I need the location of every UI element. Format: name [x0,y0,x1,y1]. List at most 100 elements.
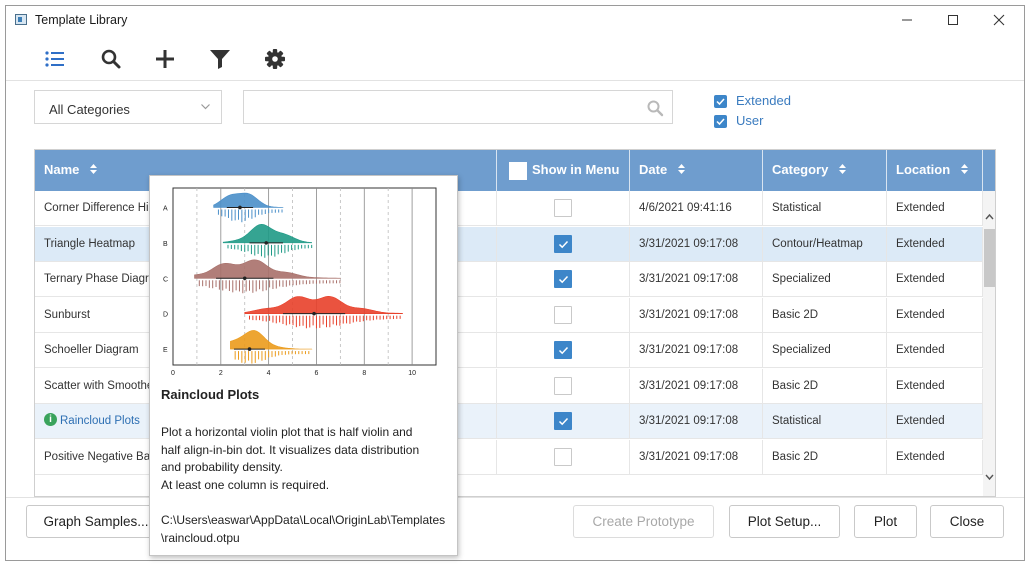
show-in-menu-checkbox[interactable] [554,305,572,324]
plot-button[interactable]: Plot [854,505,917,538]
close-button[interactable]: Close [930,505,1004,538]
column-header-category[interactable]: Category [763,150,887,191]
x-tick-label: 10 [408,370,416,377]
median-dot [238,205,242,210]
column-header-label: Name [44,162,80,177]
plot-setup-button[interactable]: Plot Setup... [729,505,840,538]
show-in-menu-checkbox[interactable] [554,447,572,466]
category-cell: Statistical [763,404,887,438]
show-in-menu-cell [497,333,630,367]
category-label: A [163,205,168,212]
category-label: C [163,276,168,283]
median-dot [242,276,247,281]
category-cell: Specialized [763,333,887,367]
column-header-label: Show in Menu [532,162,620,177]
date-cell: 3/31/2021 09:17:08 [630,297,763,332]
x-tick-label: 4 [267,370,271,377]
info-icon: i [44,413,57,427]
show-in-menu-checkbox[interactable] [554,341,572,359]
location-cell: Extended [887,226,983,261]
category-label: D [163,312,168,319]
scroll-up-icon[interactable] [985,209,994,223]
table-scrollbar[interactable] [983,191,995,496]
date-cell: 3/31/2021 09:17:08 [630,404,763,438]
footer-divider [6,497,1024,498]
category-cell: Specialized [763,262,887,296]
column-header-label: Category [772,162,829,177]
location-cell: Extended [887,368,983,403]
gear-icon[interactable] [262,46,288,72]
show-in-menu-cell [497,297,630,332]
table-row[interactable]: Ternary Phase Diagram 3/31/2021 09:17:08 S… [35,262,983,297]
graph-samples-button[interactable]: Graph Samples... [26,505,166,538]
violin-shape [230,330,313,350]
date-cell: 4/6/2021 09:41:16 [630,191,763,225]
show-in-menu-cell [497,439,630,474]
tooltip-description: Plot a horizontal violin plot that is ha… [161,425,420,492]
plus-icon[interactable] [152,46,178,72]
column-header-label: Location [896,162,951,177]
category-label: E [163,347,168,354]
category-cell: Basic 2D [763,439,887,474]
location-cell: Extended [887,404,983,438]
show-in-menu-checkbox[interactable] [554,234,572,253]
tooltip-file-path: C:\Users\easwar\AppData\Local\OriginLab\… [161,513,446,545]
close-icon[interactable] [976,6,1022,34]
show-in-menu-checkbox[interactable] [554,199,572,217]
raincloud-preview-image: A B C D E 0 2 4 6 8 10 [163,187,437,377]
sort-icon [838,151,847,191]
maximize-icon[interactable] [930,6,976,34]
user-checkbox[interactable] [714,115,727,128]
search-icon[interactable] [98,46,124,72]
chevron-down-icon [200,101,211,115]
tooltip-title: Raincloud Plots [161,387,260,402]
list-icon[interactable] [42,46,68,72]
show-in-menu-checkbox[interactable] [554,412,572,430]
name-cell: Schoeller Diagram [35,333,497,367]
violin-shape [213,192,284,208]
column-header-name[interactable]: Name [35,150,497,191]
show-in-menu-checkbox[interactable] [554,270,572,288]
category-cell: Basic 2D [763,368,887,403]
table-row[interactable]: Positive Negative Bar 3/31/2021 09:17:08 B… [35,439,983,475]
location-cell: Extended [887,191,983,225]
search-input[interactable] [250,96,634,120]
column-header-show-in-menu[interactable]: Show in Menu [497,150,630,191]
show-in-menu-checkbox[interactable] [554,376,572,395]
category-label: B [163,241,168,248]
app-icon [15,14,27,25]
category-dropdown-value: All Categories [49,102,130,117]
column-header-date[interactable]: Date [630,150,763,191]
minimize-icon[interactable] [884,6,930,34]
table-row[interactable]: Schoeller Diagram 3/31/2021 09:17:08 Speci… [35,333,983,368]
show-in-menu-cell [497,404,630,438]
extended-label[interactable]: Extended [736,93,791,108]
user-label[interactable]: User [736,113,764,128]
scrollbar-thumb[interactable] [984,229,995,287]
category-dropdown[interactable]: All Categories [34,90,222,124]
name-cell: Ternary Phase Diagram [35,262,497,296]
category-cell: Basic 2D [763,297,887,332]
search-field-icon[interactable] [646,99,664,120]
date-cell: 3/31/2021 09:17:08 [630,368,763,403]
select-all-checkbox[interactable] [509,161,527,180]
date-cell: 3/31/2021 09:17:08 [630,262,763,296]
name-cell: Positive Negative Bar [35,439,497,474]
name-cell: Triangle Heatmap [35,226,497,261]
show-in-menu-cell [497,191,630,225]
extended-checkbox[interactable] [714,95,727,108]
column-header-location[interactable]: Location [887,150,983,191]
create-prototype-button[interactable]: Create Prototype [573,505,714,538]
median-dot [312,311,316,316]
scroll-down-icon[interactable] [985,470,994,484]
show-in-menu-cell [497,262,630,296]
location-cell: Extended [887,439,983,474]
date-cell: 3/31/2021 09:17:08 [630,333,763,367]
filter-icon[interactable] [207,46,233,72]
location-cell: Extended [887,333,983,367]
median-dot [247,347,252,351]
table-row[interactable]: Sunburst 3/31/2021 09:17:08 Basic 2D Extend… [35,297,983,333]
sort-icon [89,151,98,191]
window-title: Template Library [35,13,128,27]
date-cell: 3/31/2021 09:17:08 [630,439,763,474]
